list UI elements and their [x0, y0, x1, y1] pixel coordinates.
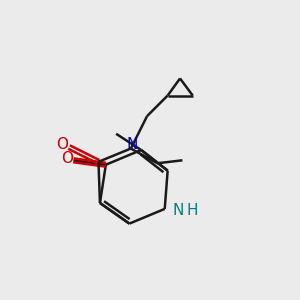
- Text: O: O: [61, 151, 73, 166]
- Text: N: N: [127, 136, 138, 152]
- Text: H: H: [187, 203, 198, 218]
- Text: N: N: [172, 203, 184, 218]
- Text: O: O: [56, 136, 68, 152]
